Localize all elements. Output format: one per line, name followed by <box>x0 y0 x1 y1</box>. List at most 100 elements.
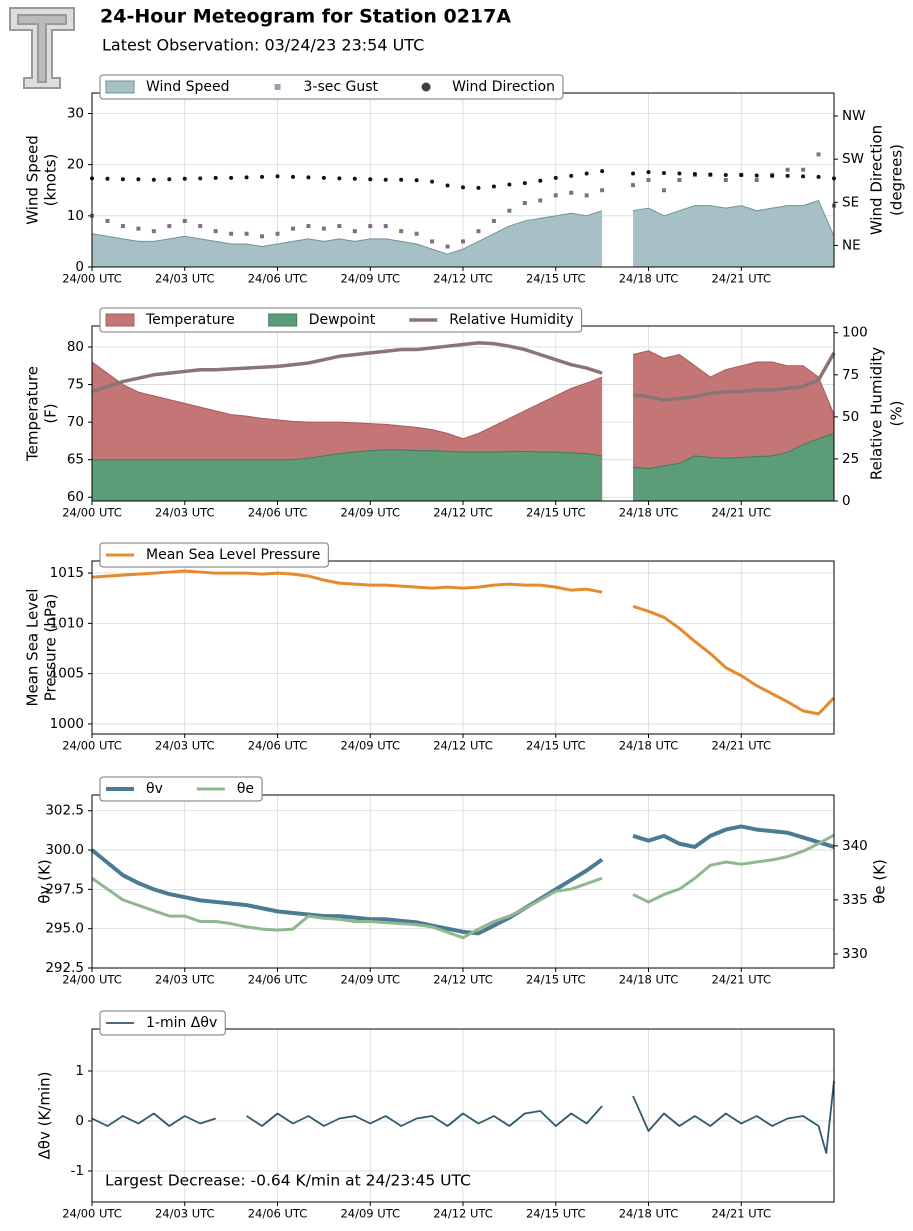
x-tick-label: 24/06 UTC <box>248 973 308 987</box>
legend-label: 3-sec Gust <box>304 79 379 95</box>
point <box>522 181 527 186</box>
point <box>661 171 666 176</box>
legend-swatch <box>268 313 298 327</box>
y2-tick-label: SW <box>842 151 864 167</box>
point <box>399 229 404 234</box>
point <box>260 174 265 179</box>
point <box>538 178 543 183</box>
point <box>631 171 636 176</box>
point <box>816 152 821 157</box>
point <box>352 229 357 234</box>
point <box>538 198 543 203</box>
y-label: Pressure (hPa) <box>42 594 60 702</box>
legend: Mean Sea Level Pressure <box>99 542 329 568</box>
y2-tick-label: 330 <box>842 946 868 962</box>
point <box>708 172 713 177</box>
point <box>337 224 342 229</box>
legend: Temperature Dewpoint Relative Humidity <box>99 307 583 333</box>
point <box>275 231 280 236</box>
x-tick-label: 24/03 UTC <box>155 506 215 520</box>
point <box>507 182 512 187</box>
line <box>91 1080 835 1154</box>
legend-label: θv <box>146 781 163 797</box>
point <box>600 169 605 174</box>
x-tick-label: 24/21 UTC <box>711 1207 771 1221</box>
x-tick-label: 24/09 UTC <box>340 739 400 753</box>
point <box>383 224 388 229</box>
legend-box <box>99 307 583 333</box>
legend-label: Wind Speed <box>146 79 230 95</box>
x-tick-label: 24/00 UTC <box>62 1207 122 1221</box>
point <box>569 190 574 195</box>
plot-frame <box>91 560 835 735</box>
y-tick-label: 1015 <box>50 565 84 581</box>
y-tick-label: 30 <box>67 105 84 121</box>
x-tick-label: 24/12 UTC <box>433 739 493 753</box>
x-tick-label: 24/03 UTC <box>155 1207 215 1221</box>
point <box>306 224 311 229</box>
point <box>290 226 295 231</box>
point <box>430 239 435 244</box>
point <box>569 173 574 178</box>
x-tick-label: 24/18 UTC <box>619 1207 679 1221</box>
point <box>677 171 682 176</box>
legend-swatch <box>105 80 135 94</box>
page-title: 24-Hour Meteogram for Station 0217A <box>100 6 511 28</box>
y-tick-label: -1 <box>71 1163 84 1179</box>
line <box>91 341 836 402</box>
y-tick-label: 295.0 <box>45 921 84 937</box>
point <box>723 172 728 177</box>
point <box>507 208 512 213</box>
legend-box <box>99 1010 226 1036</box>
point <box>105 176 110 181</box>
y-label: (knots) <box>42 154 60 207</box>
y2-label: (degrees) <box>888 144 906 216</box>
point <box>785 167 790 172</box>
y-label: Temperature <box>24 366 42 462</box>
point <box>198 224 203 229</box>
point <box>368 224 373 229</box>
x-tick-label: 24/09 UTC <box>340 1207 400 1221</box>
point <box>754 173 759 178</box>
x-tick-label: 24/03 UTC <box>155 739 215 753</box>
y2-label: (%) <box>888 401 906 427</box>
y-label: θv (K) <box>36 859 54 903</box>
x-tick-label: 24/00 UTC <box>62 272 122 286</box>
point <box>553 175 558 180</box>
y-tick-label: 302.5 <box>45 803 84 819</box>
point <box>136 226 141 231</box>
y2-label: θe (K) <box>871 859 889 904</box>
y2-tick-label: 25 <box>842 451 859 467</box>
y-tick-label: 300.0 <box>45 842 84 858</box>
y-tick-label: 0 <box>75 1113 84 1129</box>
legend-swatch <box>105 313 135 327</box>
x-tick-label: 24/21 UTC <box>711 272 771 286</box>
legend: 1-min Δθv <box>99 1010 226 1036</box>
point <box>646 178 651 182</box>
legend-label: Mean Sea Level Pressure <box>146 547 320 563</box>
y2-tick-label: 75 <box>842 367 859 383</box>
point <box>476 229 481 234</box>
y-tick-label: 297.5 <box>45 881 84 897</box>
legend-swatch <box>421 82 431 92</box>
page-subtitle: Latest Observation: 03/24/23 23:54 UTC <box>102 36 424 55</box>
point <box>213 229 218 234</box>
point <box>321 175 326 180</box>
y-tick-label: 65 <box>67 452 84 468</box>
point <box>399 177 404 182</box>
x-tick-label: 24/12 UTC <box>433 506 493 520</box>
x-tick-label: 24/09 UTC <box>340 272 400 286</box>
y-tick-label: 20 <box>67 157 84 173</box>
point <box>430 179 435 184</box>
point <box>522 201 527 206</box>
area-edge <box>91 199 835 255</box>
panel: 24/00 UTC 24/03 UTC 24/06 UTC 24/09 UTC 24/1… <box>24 74 906 286</box>
point <box>105 218 110 223</box>
point <box>229 231 234 236</box>
point <box>785 173 790 178</box>
x-tick-label: 24/03 UTC <box>155 973 215 987</box>
x-tick-label: 24/18 UTC <box>619 973 679 987</box>
point <box>383 177 388 182</box>
point <box>321 226 326 231</box>
y2-tick-label: 100 <box>842 325 868 341</box>
